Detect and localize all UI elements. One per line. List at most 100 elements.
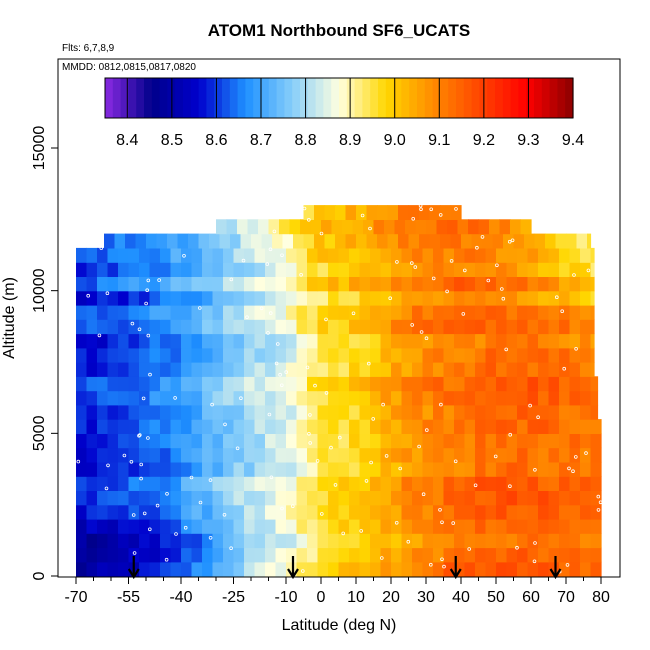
heatmap-cell (443, 276, 455, 292)
sample-point (308, 413, 312, 417)
heatmap-cell (338, 362, 350, 377)
sample-point (307, 431, 311, 436)
heatmap-cell (517, 504, 529, 520)
heatmap-cell (149, 547, 161, 563)
sample-point (504, 347, 509, 352)
heatmap-cell (475, 404, 487, 420)
heatmap-cell (181, 476, 193, 491)
colorbar-segment (448, 78, 457, 118)
heatmap-cell (296, 547, 308, 563)
heatmap-cell (422, 333, 434, 349)
heatmap-cell (202, 504, 214, 520)
heatmap-cell (422, 433, 434, 449)
heatmap-cell (496, 247, 508, 263)
heatmap-cell (405, 219, 417, 235)
heatmap-cell (349, 476, 361, 491)
heatmap-cell (202, 390, 214, 406)
heatmap-cell (454, 476, 466, 491)
heatmap-cell (160, 362, 172, 377)
heatmap-cell (149, 476, 161, 491)
colorbar-segment (432, 78, 441, 118)
heatmap-cell (485, 319, 497, 335)
heatmap-cell (170, 404, 182, 420)
heatmap-cell (296, 433, 308, 449)
colorbar-segment (253, 78, 262, 118)
colorbar-segment (198, 78, 207, 118)
heatmap-cell (433, 518, 445, 534)
heatmap-cell (338, 518, 350, 534)
heatmap-cell (496, 561, 508, 577)
heatmap-cell (233, 262, 245, 277)
heatmap-cell (310, 219, 322, 235)
heatmap-cell (580, 376, 592, 392)
heatmap-cell (149, 304, 161, 320)
sample-point (413, 265, 418, 269)
heatmap-cell (314, 205, 326, 220)
heatmap-cell (265, 433, 277, 449)
heatmap-cell (170, 276, 182, 292)
heatmap-cell (317, 433, 329, 449)
heatmap-cell (527, 404, 539, 420)
heatmap-cell (139, 476, 151, 491)
heatmap-cell (128, 476, 140, 491)
sample-point (275, 342, 280, 346)
heatmap-cell (475, 262, 487, 277)
heatmap-cell (202, 476, 214, 491)
heatmap-cell (363, 219, 375, 235)
heatmap-cell (517, 362, 529, 377)
colorbar-segment (463, 78, 473, 118)
heatmap-cell (191, 533, 203, 549)
heatmap-cell (76, 476, 88, 491)
heatmap-cell (538, 404, 550, 420)
heatmap-cell (338, 319, 350, 335)
heatmap-cell (317, 404, 329, 420)
heatmap-cell (181, 447, 193, 463)
sample-point (305, 365, 310, 370)
sample-point (333, 483, 338, 487)
sample-point (565, 563, 570, 567)
sample-point (245, 315, 249, 320)
heatmap-cell (107, 376, 119, 392)
heatmap-cell (244, 319, 256, 335)
heatmap-cell (170, 533, 182, 549)
heatmap-cell (317, 447, 329, 463)
colorbar-segment (112, 78, 122, 118)
colorbar-segment (136, 78, 145, 118)
heatmap-cell (464, 362, 476, 377)
heatmap-cell (548, 533, 560, 549)
heatmap-cell (580, 447, 592, 463)
heatmap-cell (139, 333, 151, 349)
heatmap-cell (223, 333, 235, 349)
heatmap-cell (181, 290, 193, 306)
heatmap-cell (517, 262, 529, 277)
heatmap-cell (506, 376, 518, 392)
heatmap-cell (317, 347, 329, 363)
heatmap-cell (128, 419, 140, 434)
heatmap-cell (181, 404, 193, 420)
heatmap-cell (590, 319, 595, 335)
heatmap-cell (265, 504, 277, 520)
heatmap-cell (398, 233, 410, 249)
heatmap-cell (139, 461, 151, 477)
heatmap-cell (485, 533, 497, 549)
heatmap-cell (118, 362, 130, 377)
heatmap-cell (454, 433, 466, 449)
heatmap-cell (548, 333, 560, 349)
heatmap-cell (139, 262, 151, 277)
heatmap-cell (97, 476, 109, 491)
heatmap-cell (506, 347, 518, 363)
heatmap-cell (569, 447, 581, 463)
x-tick-label: -55 (117, 589, 140, 606)
heatmap-cell (506, 404, 518, 420)
heatmap-cell (422, 319, 434, 335)
heatmap-cell (510, 219, 522, 235)
heatmap-cell (485, 461, 497, 477)
colorbar-tick-label: 9.4 (562, 132, 584, 149)
heatmap-cell (380, 533, 392, 549)
heatmap-cell (275, 304, 287, 320)
heatmap-cell (307, 347, 319, 363)
sample-point (306, 218, 311, 222)
heatmap-cell (398, 205, 410, 220)
heatmap-cell (527, 461, 539, 477)
heatmap-cell (128, 433, 140, 449)
